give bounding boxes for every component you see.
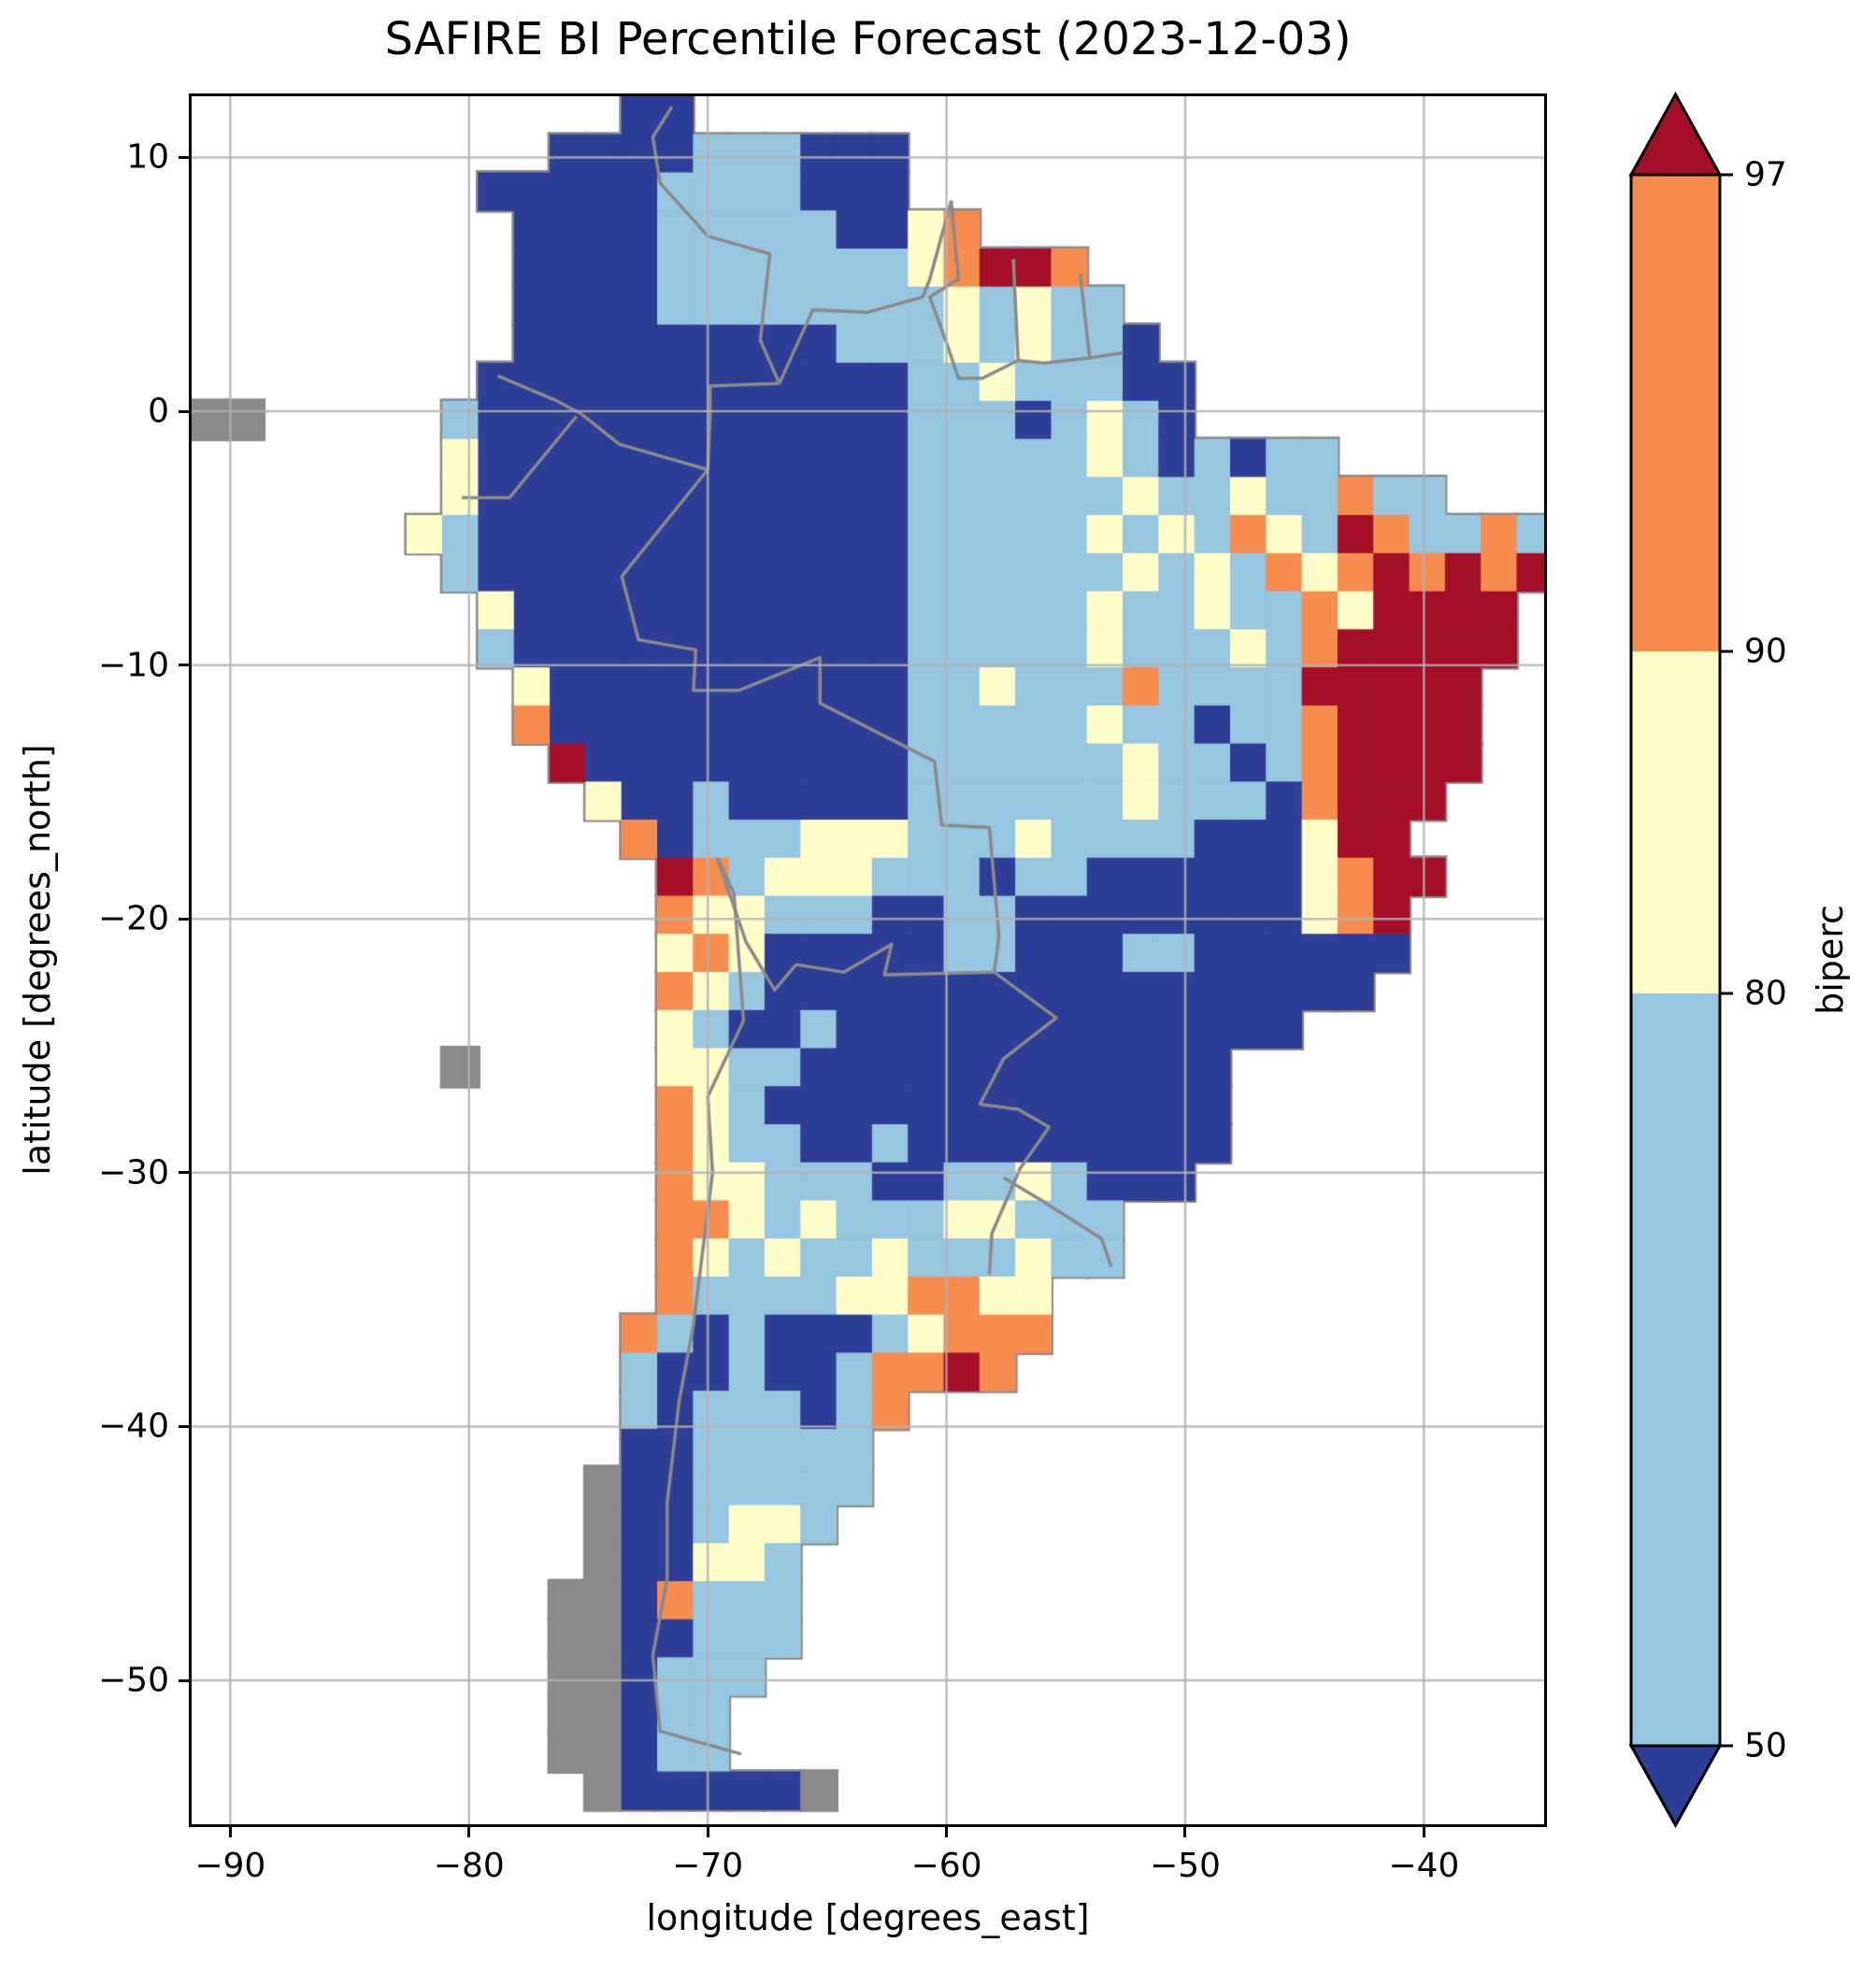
x-tick-mark <box>1183 1824 1187 1837</box>
y-tick-mark <box>179 664 192 667</box>
x-tick-label: −40 <box>1388 1847 1460 1885</box>
x-tick-mark <box>945 1824 949 1837</box>
y-tick-mark <box>179 1424 192 1428</box>
colorbar-segment-90-97 <box>1631 175 1720 651</box>
y-tick-label: −40 <box>98 1407 169 1446</box>
y-tick-label: −30 <box>98 1153 169 1193</box>
colorbar-segment-80-90 <box>1631 651 1720 993</box>
y-tick-mark <box>179 1171 192 1175</box>
y-tick-mark <box>179 409 192 413</box>
colorbar-tick-label: 50 <box>1744 1726 1787 1765</box>
y-tick-label: 10 <box>126 137 169 177</box>
south-america-biperc-raster-map <box>192 96 1544 1824</box>
x-tick-label: −50 <box>1149 1847 1221 1885</box>
y-tick-label: −20 <box>98 899 169 938</box>
y-axis-label: latitude [degrees_north] <box>17 744 58 1176</box>
colorbar-segment-50-80 <box>1631 993 1720 1746</box>
x-tick-label: −80 <box>433 1847 505 1885</box>
y-tick-mark <box>179 917 192 921</box>
colorbar-tick-label: 80 <box>1744 974 1787 1013</box>
y-tick-mark <box>179 155 192 159</box>
colorbar <box>1628 91 1733 1829</box>
x-tick-mark <box>706 1824 709 1837</box>
colorbar-under-arrow <box>1628 1744 1723 1829</box>
chart-title: SAFIRE BI Percentile Forecast (2023-12-0… <box>384 13 1352 65</box>
y-tick-label: −10 <box>98 646 169 685</box>
colorbar-tick-label: 97 <box>1744 155 1787 194</box>
x-axis-label: longitude [degrees_east] <box>646 1897 1090 1938</box>
y-tick-mark <box>179 1678 192 1682</box>
x-tick-mark <box>228 1824 232 1837</box>
colorbar-frame <box>1629 173 1722 1748</box>
y-tick-label: 0 <box>148 392 169 431</box>
colorbar-tick-label: 90 <box>1744 632 1787 671</box>
colorbar-label: biperc <box>1810 905 1851 1015</box>
colorbar-over-arrow <box>1628 91 1723 177</box>
x-tick-label: −70 <box>672 1847 744 1885</box>
x-tick-label: −60 <box>910 1847 982 1885</box>
x-tick-mark <box>467 1824 471 1837</box>
y-tick-label: −50 <box>98 1661 169 1700</box>
x-tick-label: −90 <box>194 1847 266 1885</box>
map-plot-area <box>189 93 1547 1827</box>
x-tick-mark <box>1422 1824 1425 1837</box>
